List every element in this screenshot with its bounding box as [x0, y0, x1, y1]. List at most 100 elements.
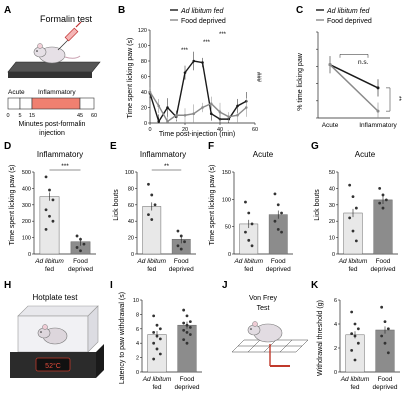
panel-b-ytick-label: 80 — [141, 59, 147, 65]
panel-c-sig-bracket — [386, 87, 391, 112]
panel-b-ytick-label: 100 — [138, 44, 147, 50]
panel-d: D Inflammatory Time spent licking paw (s… — [4, 141, 96, 273]
panel-e-ytick-label: 60 — [128, 203, 134, 209]
panel-i-ylabel: Latency to paw withdrawal (s) — [119, 292, 126, 384]
panel-i-bar — [147, 334, 167, 373]
timeline-tick-60: 60 — [91, 113, 97, 119]
panel-g-data-point — [378, 187, 382, 190]
panel-k-data-point — [356, 327, 360, 331]
panel-g-ytick-label: 10 — [329, 236, 335, 242]
panel-c-sig-label: ** — [395, 96, 402, 102]
panel-f: F Acute Time spent licking paw (s) 0 50 10… — [208, 141, 293, 273]
panel-c-ns-label: n.s. — [358, 59, 369, 66]
von-frey-filament-icon — [269, 344, 290, 367]
panel-k-data-point — [353, 334, 357, 338]
panel-b-point — [201, 106, 204, 109]
panel-e-group-label-line2: fed — [147, 266, 156, 273]
panel-b-sig-mid1: *** — [181, 48, 189, 54]
panel-e-ytick-label: 80 — [128, 186, 134, 192]
panel-i-data-point — [185, 331, 189, 334]
panel-b-point — [209, 112, 213, 115]
panel-i-ytick-label: 6 — [136, 327, 139, 333]
panel-b-point — [192, 59, 196, 63]
legend-c-fed-label: Ad libitum fed — [326, 8, 371, 15]
panel-e-ylabel: Lick bouts — [113, 189, 120, 221]
panel-b-series-line — [149, 91, 247, 123]
panel-g-ytick-label: 30 — [329, 203, 335, 209]
panel-k-data-point — [350, 310, 354, 314]
panel-c-chart: Acute Inflammatory — [316, 31, 398, 129]
panel-f-ylabel: Time spent licking paw (s) — [209, 165, 216, 246]
panel-i-data-point — [158, 327, 162, 331]
panel-e: E Inflammatory Lick bouts 0 20 40 60 80 100 Ad… — [110, 141, 196, 273]
panel-f-ytick-label: 0 — [228, 252, 231, 258]
panel-b-point — [174, 113, 178, 117]
panel-g: G Acute Lick bouts 0 10 20 30 40 50 Ad libitum… — [311, 141, 398, 273]
panel-g-group-label-line2: fed — [348, 266, 357, 273]
panel-g-data-point — [381, 193, 385, 197]
timeline-tick-45: 45 — [77, 113, 83, 119]
panel-b-xtick-label: 0 — [148, 127, 151, 133]
panel-k-data-point — [383, 341, 387, 345]
panel-i-data-point — [158, 337, 162, 341]
timeline-tick-15: 15 — [29, 113, 35, 119]
panel-k-data-point — [350, 332, 354, 335]
panel-d-data-point — [51, 219, 55, 223]
panel-d-ytick-label: 0 — [28, 252, 31, 258]
panel-i-data-point — [185, 314, 189, 318]
panel-c-category-label: Acute — [322, 122, 339, 129]
panel-f-title: Acute — [253, 150, 274, 159]
panel-b-sig-right: ### — [255, 72, 261, 83]
syringe-icon — [57, 21, 82, 51]
panel-h: H Hotplate test 52°C — [4, 280, 104, 378]
panel-b-point — [244, 106, 248, 109]
panel-b-xtick-label: 20 — [182, 127, 188, 133]
panel-letter-h: H — [4, 280, 11, 291]
panel-e-data-point — [176, 229, 180, 233]
panel-k-data-point — [386, 351, 390, 355]
panel-d-data-point — [44, 228, 48, 231]
panel-j-title-line1: Von Frey — [249, 295, 278, 302]
panel-i-ytick-label: 10 — [133, 298, 139, 304]
timeline-xlabel-line1: Minutes post-formalin — [19, 121, 86, 128]
panel-f-bar — [268, 214, 288, 255]
panel-f-data-point — [247, 211, 251, 215]
enclosure-side — [87, 305, 99, 353]
panel-d-group-label-line1: Ad libitum — [34, 258, 64, 265]
panel-d-data-point — [82, 242, 86, 246]
panel-f-data-point — [273, 192, 277, 196]
panel-b-ytick-label: 60 — [141, 75, 147, 81]
panel-g-ytick-label: 50 — [329, 170, 335, 176]
timeline-acute-bar — [7, 97, 21, 110]
panel-e-ytick-label: 0 — [131, 252, 134, 258]
panel-d-data-point — [48, 188, 51, 192]
panel-e-group-label-line1: Ad libitum — [136, 258, 166, 265]
panel-i-group-label-line2: deprived — [175, 384, 200, 391]
panel-c-point — [376, 86, 380, 90]
panel-i-data-point — [188, 325, 192, 329]
panel-d-data-point — [51, 198, 55, 202]
panel-e-title: Inflammatory — [140, 150, 186, 159]
panel-d-sig-label: *** — [61, 163, 69, 170]
panel-e-data-point — [153, 203, 157, 207]
panel-c-ns-bracket — [339, 54, 369, 58]
panel-g-ytick-label: 40 — [329, 186, 335, 192]
panel-k-group-label-line1: Food — [378, 376, 393, 383]
panel-b-point — [166, 120, 169, 123]
panel-k-data-point — [350, 349, 354, 352]
panel-i-data-point — [182, 321, 186, 325]
panel-k-bar — [375, 329, 395, 373]
panel-b-point — [183, 113, 187, 117]
panel-c-series-line — [329, 64, 379, 112]
legend-c-deprived-label: Food deprived — [327, 18, 372, 25]
panel-g-data-point — [381, 206, 385, 210]
panel-f-group-label-line1: Ad libitum — [233, 258, 263, 265]
timeline-inflammatory-bar — [31, 97, 81, 110]
panel-i-group-label-line2: fed — [152, 384, 161, 391]
panel-e-data-point — [176, 244, 180, 248]
panel-b-point — [227, 115, 231, 119]
panel-g-title: Acute — [355, 150, 376, 159]
panel-g-data-point — [354, 206, 358, 210]
panel-d-group-label-line2: deprived — [68, 266, 93, 273]
